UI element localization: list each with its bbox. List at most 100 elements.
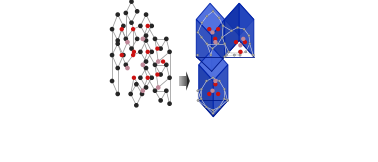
- Circle shape: [139, 24, 142, 28]
- Circle shape: [212, 10, 214, 12]
- Polygon shape: [199, 49, 228, 81]
- Circle shape: [150, 76, 153, 79]
- Circle shape: [212, 112, 214, 115]
- Polygon shape: [212, 19, 225, 71]
- Circle shape: [144, 60, 148, 63]
- Circle shape: [156, 73, 159, 76]
- Circle shape: [120, 54, 123, 57]
- Circle shape: [129, 92, 132, 96]
- Circle shape: [214, 83, 217, 86]
- Circle shape: [197, 31, 199, 34]
- Circle shape: [159, 73, 162, 76]
- Circle shape: [242, 37, 245, 40]
- Polygon shape: [225, 3, 239, 57]
- Circle shape: [141, 89, 144, 92]
- Circle shape: [210, 54, 212, 56]
- Circle shape: [200, 36, 203, 38]
- Circle shape: [218, 17, 220, 19]
- Circle shape: [165, 37, 168, 40]
- Circle shape: [153, 89, 156, 92]
- Circle shape: [200, 98, 202, 100]
- Polygon shape: [213, 65, 228, 117]
- Circle shape: [238, 51, 240, 53]
- Circle shape: [139, 76, 142, 79]
- Circle shape: [130, 0, 133, 3]
- Circle shape: [249, 43, 251, 45]
- Circle shape: [116, 66, 119, 70]
- Polygon shape: [186, 71, 190, 91]
- Circle shape: [223, 43, 226, 45]
- Circle shape: [201, 22, 203, 24]
- Circle shape: [140, 92, 144, 96]
- Circle shape: [197, 90, 199, 92]
- Circle shape: [120, 28, 123, 31]
- Circle shape: [168, 102, 171, 105]
- Circle shape: [223, 56, 226, 58]
- Circle shape: [146, 76, 149, 79]
- Circle shape: [217, 93, 220, 95]
- Circle shape: [130, 21, 133, 24]
- Circle shape: [110, 53, 114, 57]
- Circle shape: [162, 60, 164, 63]
- Circle shape: [135, 104, 138, 107]
- Circle shape: [136, 37, 139, 40]
- Circle shape: [239, 44, 242, 47]
- Circle shape: [144, 34, 148, 37]
- Circle shape: [132, 28, 135, 31]
- Circle shape: [237, 26, 239, 29]
- Circle shape: [144, 66, 148, 70]
- Circle shape: [110, 28, 114, 31]
- Circle shape: [156, 47, 159, 50]
- Circle shape: [144, 86, 148, 89]
- Circle shape: [245, 51, 247, 53]
- Circle shape: [159, 99, 162, 102]
- Circle shape: [122, 53, 125, 57]
- Circle shape: [165, 63, 168, 66]
- Circle shape: [130, 47, 133, 50]
- Circle shape: [141, 63, 144, 66]
- Circle shape: [126, 40, 129, 44]
- Circle shape: [139, 50, 142, 53]
- Circle shape: [116, 39, 119, 42]
- Circle shape: [156, 60, 160, 63]
- Circle shape: [223, 98, 225, 100]
- Circle shape: [141, 37, 144, 40]
- Circle shape: [226, 99, 229, 102]
- Circle shape: [214, 41, 217, 44]
- Circle shape: [122, 24, 125, 28]
- Circle shape: [146, 24, 149, 27]
- Circle shape: [135, 83, 138, 86]
- Circle shape: [168, 76, 171, 79]
- Circle shape: [165, 89, 168, 92]
- Circle shape: [124, 37, 127, 40]
- Circle shape: [197, 99, 199, 102]
- Circle shape: [212, 109, 214, 111]
- Circle shape: [223, 88, 225, 90]
- Circle shape: [248, 35, 250, 37]
- Circle shape: [208, 28, 211, 31]
- Circle shape: [132, 76, 135, 79]
- Circle shape: [126, 66, 129, 70]
- Circle shape: [233, 54, 235, 56]
- Circle shape: [225, 54, 228, 56]
- Circle shape: [124, 11, 127, 15]
- Circle shape: [144, 39, 148, 42]
- Circle shape: [168, 50, 171, 53]
- Circle shape: [150, 50, 153, 53]
- Circle shape: [146, 50, 149, 53]
- Circle shape: [197, 54, 199, 56]
- Circle shape: [211, 89, 214, 92]
- Polygon shape: [196, 19, 212, 71]
- Circle shape: [153, 63, 156, 66]
- Circle shape: [150, 24, 153, 28]
- Circle shape: [217, 28, 220, 31]
- Circle shape: [228, 51, 230, 53]
- Circle shape: [230, 30, 232, 32]
- Circle shape: [144, 13, 148, 16]
- Circle shape: [116, 13, 119, 16]
- Circle shape: [124, 63, 127, 66]
- Circle shape: [200, 88, 203, 90]
- Circle shape: [205, 106, 208, 108]
- Circle shape: [252, 54, 254, 56]
- Circle shape: [243, 28, 245, 30]
